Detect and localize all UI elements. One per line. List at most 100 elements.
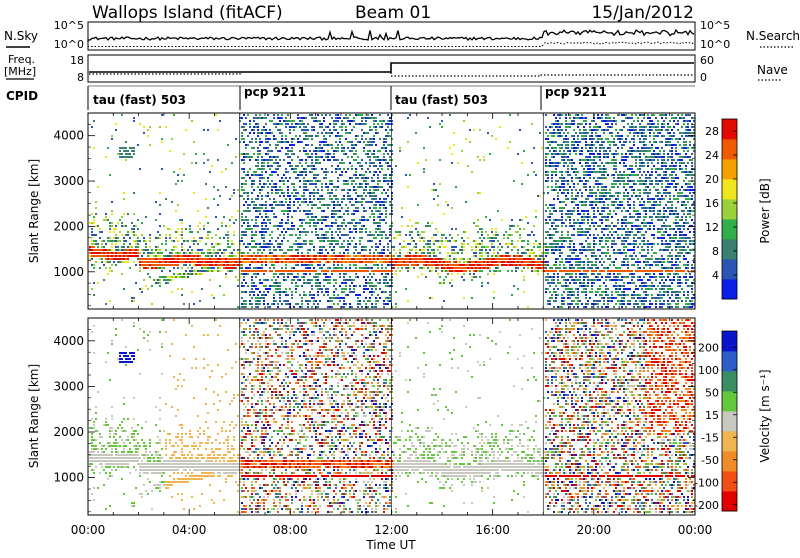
power-cell	[159, 237, 161, 239]
power-cell	[307, 252, 309, 254]
power-cell	[357, 303, 359, 305]
power-cell	[587, 264, 589, 266]
power-cell	[247, 285, 249, 287]
power-cell	[583, 219, 585, 221]
power-cell	[129, 255, 131, 257]
power-cell	[529, 261, 531, 263]
power-cell	[311, 255, 313, 257]
power-cell	[109, 237, 111, 239]
power-cell	[251, 285, 253, 287]
power-cell	[273, 123, 275, 125]
power-cell	[299, 210, 301, 212]
power-cell	[341, 147, 343, 149]
power-cell	[255, 303, 257, 305]
power-cell	[413, 240, 415, 242]
power-cell	[421, 252, 423, 254]
power-cell	[267, 132, 269, 134]
power-cell	[591, 279, 593, 281]
power-cell	[185, 261, 187, 263]
power-cell	[171, 240, 173, 242]
power-cell	[261, 204, 263, 206]
power-cell	[181, 180, 183, 182]
power-cell	[345, 225, 347, 227]
power-cell	[243, 219, 245, 221]
power-cell	[559, 246, 561, 248]
power-cell	[383, 201, 385, 203]
power-cell	[555, 186, 557, 188]
power-cell	[539, 258, 541, 260]
power-cell	[121, 222, 123, 224]
power-cell	[523, 267, 525, 269]
power-cell	[449, 147, 451, 149]
power-cell	[411, 237, 413, 239]
power-cell	[287, 192, 289, 194]
power-cell	[177, 264, 179, 266]
power-cell	[291, 234, 293, 236]
power-cell	[525, 258, 527, 260]
power-cell	[243, 234, 245, 236]
power-cell	[561, 276, 563, 278]
power-cell	[365, 303, 367, 305]
power-cell	[313, 258, 315, 260]
power-cell	[145, 216, 147, 218]
power-cell	[375, 201, 377, 203]
power-cell	[337, 114, 339, 116]
power-cell	[559, 207, 561, 209]
power-cell	[317, 255, 319, 257]
power-cell	[559, 153, 561, 155]
power-cell	[257, 255, 259, 257]
power-cell	[311, 285, 313, 287]
power-cell	[555, 189, 557, 191]
power-cell	[589, 168, 591, 170]
power-cell	[277, 192, 279, 194]
power-cell	[279, 258, 281, 260]
power-cell	[119, 156, 121, 158]
power-cell	[317, 264, 319, 266]
power-cell	[343, 147, 345, 149]
power-cell	[359, 243, 361, 245]
power-cell	[373, 186, 375, 188]
power-cell	[317, 288, 319, 290]
power-cell	[299, 141, 301, 143]
power-cell	[281, 138, 283, 140]
power-cell	[577, 204, 579, 206]
power-cell	[133, 252, 135, 254]
power-cell	[385, 207, 387, 209]
power-cell	[289, 207, 291, 209]
power-cell	[401, 207, 403, 209]
power-cell	[359, 294, 361, 296]
power-cell	[581, 153, 583, 155]
power-cell	[107, 219, 109, 221]
power-cell	[339, 237, 341, 239]
power-cell	[309, 273, 311, 275]
power-cell	[253, 120, 255, 122]
power-cell	[433, 189, 435, 191]
power-cell	[545, 156, 547, 158]
power-cell	[267, 114, 269, 116]
power-cell	[435, 228, 437, 230]
power-cell	[379, 225, 381, 227]
power-cell	[597, 138, 599, 140]
power-cell	[571, 177, 573, 179]
power-cell	[511, 234, 513, 236]
power-cell	[93, 147, 95, 149]
power-cell	[95, 207, 97, 209]
power-cell	[597, 306, 599, 308]
power-cell	[181, 243, 183, 245]
power-cell	[127, 231, 129, 233]
power-cell	[357, 252, 359, 254]
power-cell	[381, 168, 383, 170]
power-cell	[263, 168, 265, 170]
power-cell	[325, 231, 327, 233]
power-cell	[373, 252, 375, 254]
power-cell	[561, 129, 563, 131]
power-cell	[311, 294, 313, 296]
power-cell	[287, 180, 289, 182]
power-cell	[371, 261, 373, 263]
power-cell	[295, 264, 297, 266]
power-cell	[479, 129, 481, 131]
power-cell	[305, 126, 307, 128]
power-cell	[285, 255, 287, 257]
power-cell	[187, 261, 189, 263]
power-cell	[367, 183, 369, 185]
